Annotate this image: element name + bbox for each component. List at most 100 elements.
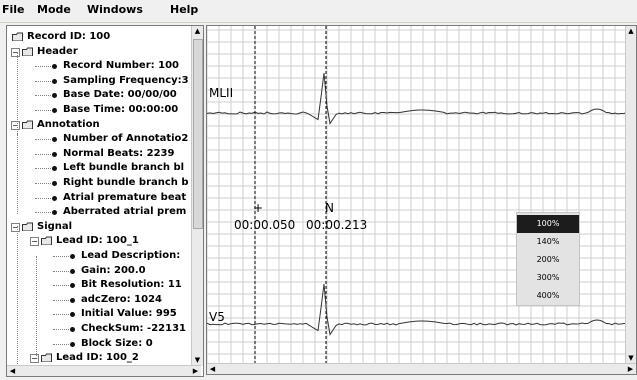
tree-row[interactable]: Base Date: 00/00/00 [7, 88, 191, 102]
bullet-icon [70, 297, 75, 303]
tree-row[interactable]: Block Size: 0 [7, 337, 191, 351]
zoom-option-300[interactable]: 300% [536, 273, 560, 282]
tree-row[interactable]: − Signal [7, 220, 191, 234]
lead-label-v5: V5 [209, 310, 225, 324]
tree-connector [35, 168, 51, 170]
collapse-icon[interactable]: − [11, 47, 20, 57]
menu-bar: File Mode Windows Help [0, 0, 637, 23]
tree-row[interactable]: − Lead ID: 100_1 [7, 234, 191, 248]
ecg-chart-panel: ▲ ▼ ◀ ▶ [206, 25, 637, 375]
tree-row[interactable]: Initial Value: 995 [7, 307, 191, 321]
folder-icon [41, 236, 52, 246]
scroll-down-icon[interactable]: ▼ [192, 355, 203, 366]
bullet-icon [52, 195, 57, 201]
bullet-icon [52, 108, 57, 113]
tree-row[interactable]: − Header [7, 45, 191, 59]
tree-row[interactable]: Gain: 200.0 [7, 264, 191, 278]
tree-row[interactable]: Left bundle branch bl [7, 161, 191, 175]
collapse-icon[interactable]: − [11, 120, 20, 130]
collapse-icon[interactable]: − [30, 237, 39, 247]
zoom-option-140[interactable]: 140% [536, 237, 560, 246]
tree-row-label: Sampling Frequency:3 [63, 74, 189, 86]
tree-row[interactable]: Record Number: 100 [7, 59, 191, 73]
tree-row-label: Number of Annotatio2 [63, 133, 189, 145]
tree-row-label: Block Size: 0 [81, 337, 153, 349]
menu-help[interactable]: Help [170, 3, 199, 16]
tree-row[interactable]: CheckSum: -22131 [7, 322, 191, 336]
tree-connector [53, 299, 69, 301]
zoom-option-400[interactable]: 400% [536, 291, 560, 300]
menu-mode[interactable]: Mode [37, 3, 71, 16]
tree-guide-line [36, 256, 37, 356]
collapse-icon[interactable]: − [11, 222, 20, 232]
folder-icon [22, 120, 33, 129]
scroll-right-icon[interactable]: ▶ [625, 364, 636, 374]
tree-row-label: Header [37, 45, 78, 57]
tree-row[interactable]: Sampling Frequency:3 [7, 74, 191, 88]
tree-row-label: Atrial premature beat [63, 191, 187, 203]
chart-horizontal-scrollbar[interactable]: ◀ ▶ [207, 363, 636, 374]
tree-connector [35, 183, 51, 184]
tree-row-label: Right bundle branch b [63, 177, 189, 188]
tree-row[interactable]: Number of Annotatio2 [7, 132, 191, 146]
tree-row[interactable]: Bit Resolution: 11 [7, 278, 191, 292]
scroll-up-icon[interactable]: ▲ [626, 26, 636, 37]
tree-row-label: Normal Beats: 2239 [63, 147, 175, 159]
scroll-down-icon[interactable]: ▼ [626, 353, 636, 364]
tree-connector [35, 197, 51, 199]
tree-connector [53, 329, 69, 330]
tree-row-label: Annotation [37, 118, 100, 130]
tree-row[interactable]: − Annotation [7, 118, 191, 132]
marker-time-plus: 00:00.050 [234, 218, 296, 232]
tree-connector [53, 314, 69, 316]
tree-guide-line [17, 52, 18, 152]
ecg-trace-v5 [207, 283, 627, 336]
chart-vertical-scrollbar[interactable]: ▲ ▼ [625, 26, 636, 364]
record-tree-panel: Record ID: 100 − Header Record Number: 100 S… [6, 25, 204, 377]
tree-row[interactable]: Right bundle branch b [7, 176, 191, 190]
tree-row[interactable]: Aberrated atrial prem [7, 205, 191, 219]
tree-vertical-scrollbar[interactable]: ▲ ▼ [191, 26, 203, 366]
ecg-grid [207, 26, 627, 364]
zoom-option-100[interactable]: 100% [517, 215, 579, 233]
tree-connector [35, 139, 51, 141]
zoom-menu: 100% 140% 200% 300% 400% [516, 212, 580, 306]
tree-row-label: Left bundle branch bl [63, 162, 185, 174]
scroll-right-icon[interactable]: ▶ [190, 366, 201, 376]
tree-row[interactable]: Atrial premature beat [7, 191, 191, 205]
tree-row-label: Base Date: 00/00/00 [63, 89, 177, 101]
tree-row-label: Initial Value: 995 [81, 308, 177, 320]
tree-row-label: Aberrated atrial prem [63, 206, 187, 218]
bullet-icon [70, 327, 75, 332]
scroll-up-icon[interactable]: ▲ [192, 26, 203, 37]
ecg-trace-mlii [207, 72, 627, 125]
tree-row-label: Lead ID: 100_2 [56, 352, 139, 364]
scroll-left-icon[interactable]: ◀ [7, 366, 18, 376]
bullet-icon [52, 137, 57, 143]
tree-horizontal-scrollbar[interactable]: ◀ ▶ [7, 365, 201, 376]
tree-row[interactable]: Record ID: 100 [7, 30, 191, 44]
tree-row[interactable]: Normal Beats: 2239 [7, 147, 191, 161]
tree-row-label: Bit Resolution: 11 [81, 279, 182, 291]
scroll-left-icon[interactable]: ◀ [207, 364, 218, 374]
tree-row[interactable]: Base Time: 00:00:00 [7, 103, 191, 117]
tree-connector [35, 80, 51, 82]
tree-row-label: Lead ID: 100_1 [56, 235, 139, 247]
folder-icon [22, 222, 33, 231]
bullet-icon [52, 181, 57, 186]
menu-file[interactable]: File [2, 3, 25, 16]
tree-connector [53, 256, 69, 257]
menu-windows[interactable]: Windows [87, 3, 143, 16]
tree-row[interactable]: − Lead ID: 100_2 [7, 351, 191, 365]
tree-scroll-thumb[interactable] [193, 39, 203, 229]
bullet-icon [70, 341, 75, 347]
tree-connector [53, 270, 69, 272]
bullet-icon [52, 78, 57, 84]
collapse-icon[interactable]: − [30, 354, 39, 364]
tree-connector [35, 95, 51, 97]
tree-row-label: Record Number: 100 [63, 60, 179, 72]
tree-guide-line [17, 226, 18, 366]
zoom-option-200[interactable]: 200% [536, 255, 560, 264]
tree-row[interactable]: adcZero: 1024 [7, 293, 191, 307]
tree-row[interactable]: Lead Description: [7, 249, 191, 263]
